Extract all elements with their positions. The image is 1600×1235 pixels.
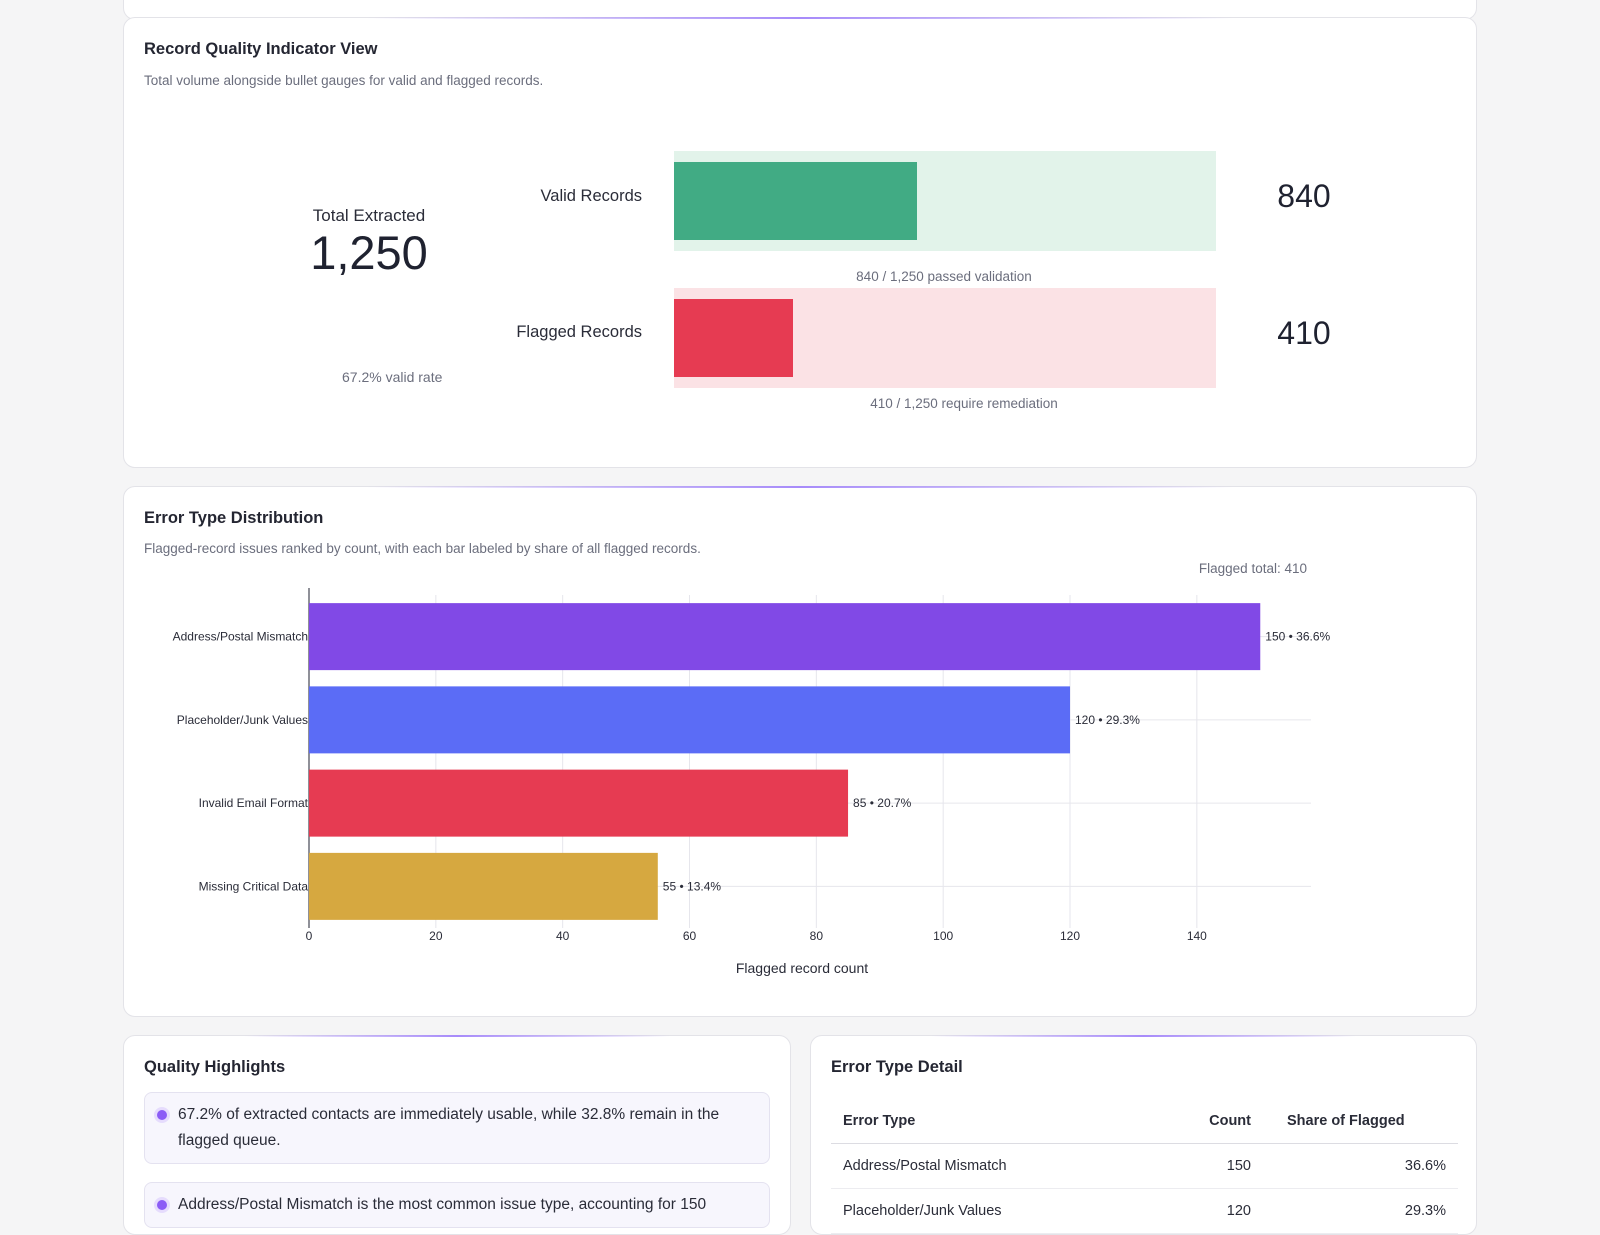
category-label: Missing Critical Data	[199, 879, 309, 893]
bar	[309, 686, 1071, 754]
valid-records-gauge-track	[674, 151, 1216, 251]
x-axis-title: Flagged record count	[736, 960, 868, 976]
flagged-records-value: 410	[1277, 315, 1331, 351]
category-label: Invalid Email Format	[199, 796, 309, 810]
highlight-text: 67.2% of extracted contacts are immediat…	[178, 1106, 720, 1149]
x-tick-label: 140	[1187, 929, 1207, 943]
valid-rate: 67.2% valid rate	[342, 369, 443, 385]
x-tick-label: 120	[1060, 929, 1080, 943]
bar	[309, 852, 658, 920]
flagged-records-label: Flagged Records	[516, 323, 642, 341]
valid-records-label: Valid Records	[540, 187, 643, 205]
data-label: 150 • 36.6%	[1265, 630, 1330, 644]
card-subtitle: Total volume alongside bullet gauges for…	[144, 73, 544, 88]
error-type-cell: Address/Postal Mismatch	[831, 1143, 1145, 1189]
valid-records-gauge-fill	[674, 162, 917, 240]
data-label: 55 • 13.4%	[663, 879, 722, 893]
total-extracted-label: Total Extracted	[312, 206, 426, 225]
column-header-share: Share of Flagged	[1263, 1099, 1458, 1144]
data-label: 120 • 29.3%	[1075, 713, 1140, 727]
error-type-bar-chart: 0 20 40 60 80 100 120 140 Address/Postal Mismatc…	[173, 561, 1331, 976]
table-row: Address/Postal Mismatch 150 36.6%	[831, 1143, 1458, 1189]
x-tick-label: 100	[933, 929, 953, 943]
valid-records-caption: 840 / 1,250 passed validation	[856, 269, 1032, 284]
column-header-error-type: Error Type	[831, 1099, 1145, 1144]
highlight-item: 67.2% of extracted contacts are immediat…	[144, 1092, 770, 1164]
flagged-records-gauge-fill	[674, 299, 793, 377]
category-label: Placeholder/Junk Values	[177, 713, 308, 727]
bar	[309, 769, 849, 837]
share-cell: 36.6%	[1263, 1143, 1458, 1189]
bullet-dot-icon	[157, 1200, 167, 1210]
valid-records-value: 840	[1277, 178, 1331, 214]
card-title: Error Type Distribution	[144, 509, 324, 527]
flagged-records-caption: 410 / 1,250 require remediation	[870, 396, 1058, 411]
data-label: 85 • 20.7%	[853, 796, 912, 810]
flagged-records-gauge-track	[674, 288, 1216, 388]
x-tick-label: 0	[306, 929, 313, 943]
table-header-row: Error Type Count Share of Flagged	[831, 1099, 1458, 1144]
table-row: Placeholder/Junk Values 120 29.3%	[831, 1188, 1458, 1234]
x-tick-label: 20	[429, 929, 443, 943]
card-title: Error Type Detail	[831, 1058, 963, 1076]
x-tick-label: 80	[810, 929, 824, 943]
x-tick-label: 40	[556, 929, 570, 943]
error-detail-table: Error Type Count Share of Flagged Addres…	[831, 1099, 1458, 1234]
error-distribution-card: Error Type Distribution Flagged-record i…	[123, 486, 1477, 1017]
record-quality-card: Record Quality Indicator View Total volu…	[123, 17, 1477, 468]
card-title: Record Quality Indicator View	[144, 40, 378, 58]
bar	[309, 603, 1261, 671]
count-cell: 150	[1145, 1143, 1263, 1189]
category-label: Address/Postal Mismatch	[173, 630, 308, 644]
error-type-detail-card: Error Type Detail Error Type Count Share…	[810, 1035, 1477, 1235]
x-tick-label: 60	[683, 929, 697, 943]
flagged-total-annotation: Flagged total: 410	[1199, 561, 1307, 576]
total-extracted-value: 1,250	[310, 226, 428, 279]
quality-highlights-card: Quality Highlights 67.2% of extracted co…	[123, 1035, 791, 1235]
card-subtitle: Flagged-record issues ranked by count, w…	[144, 541, 701, 556]
error-type-cell: Placeholder/Junk Values	[831, 1188, 1145, 1234]
card-title: Quality Highlights	[144, 1058, 286, 1076]
bullet-dot-icon	[157, 1110, 167, 1120]
column-header-count: Count	[1145, 1099, 1263, 1144]
highlight-item: Address/Postal Mismatch is the most comm…	[144, 1182, 770, 1228]
count-cell: 120	[1145, 1188, 1263, 1234]
highlight-text: Address/Postal Mismatch is the most comm…	[178, 1196, 707, 1213]
share-cell: 29.3%	[1263, 1188, 1458, 1234]
